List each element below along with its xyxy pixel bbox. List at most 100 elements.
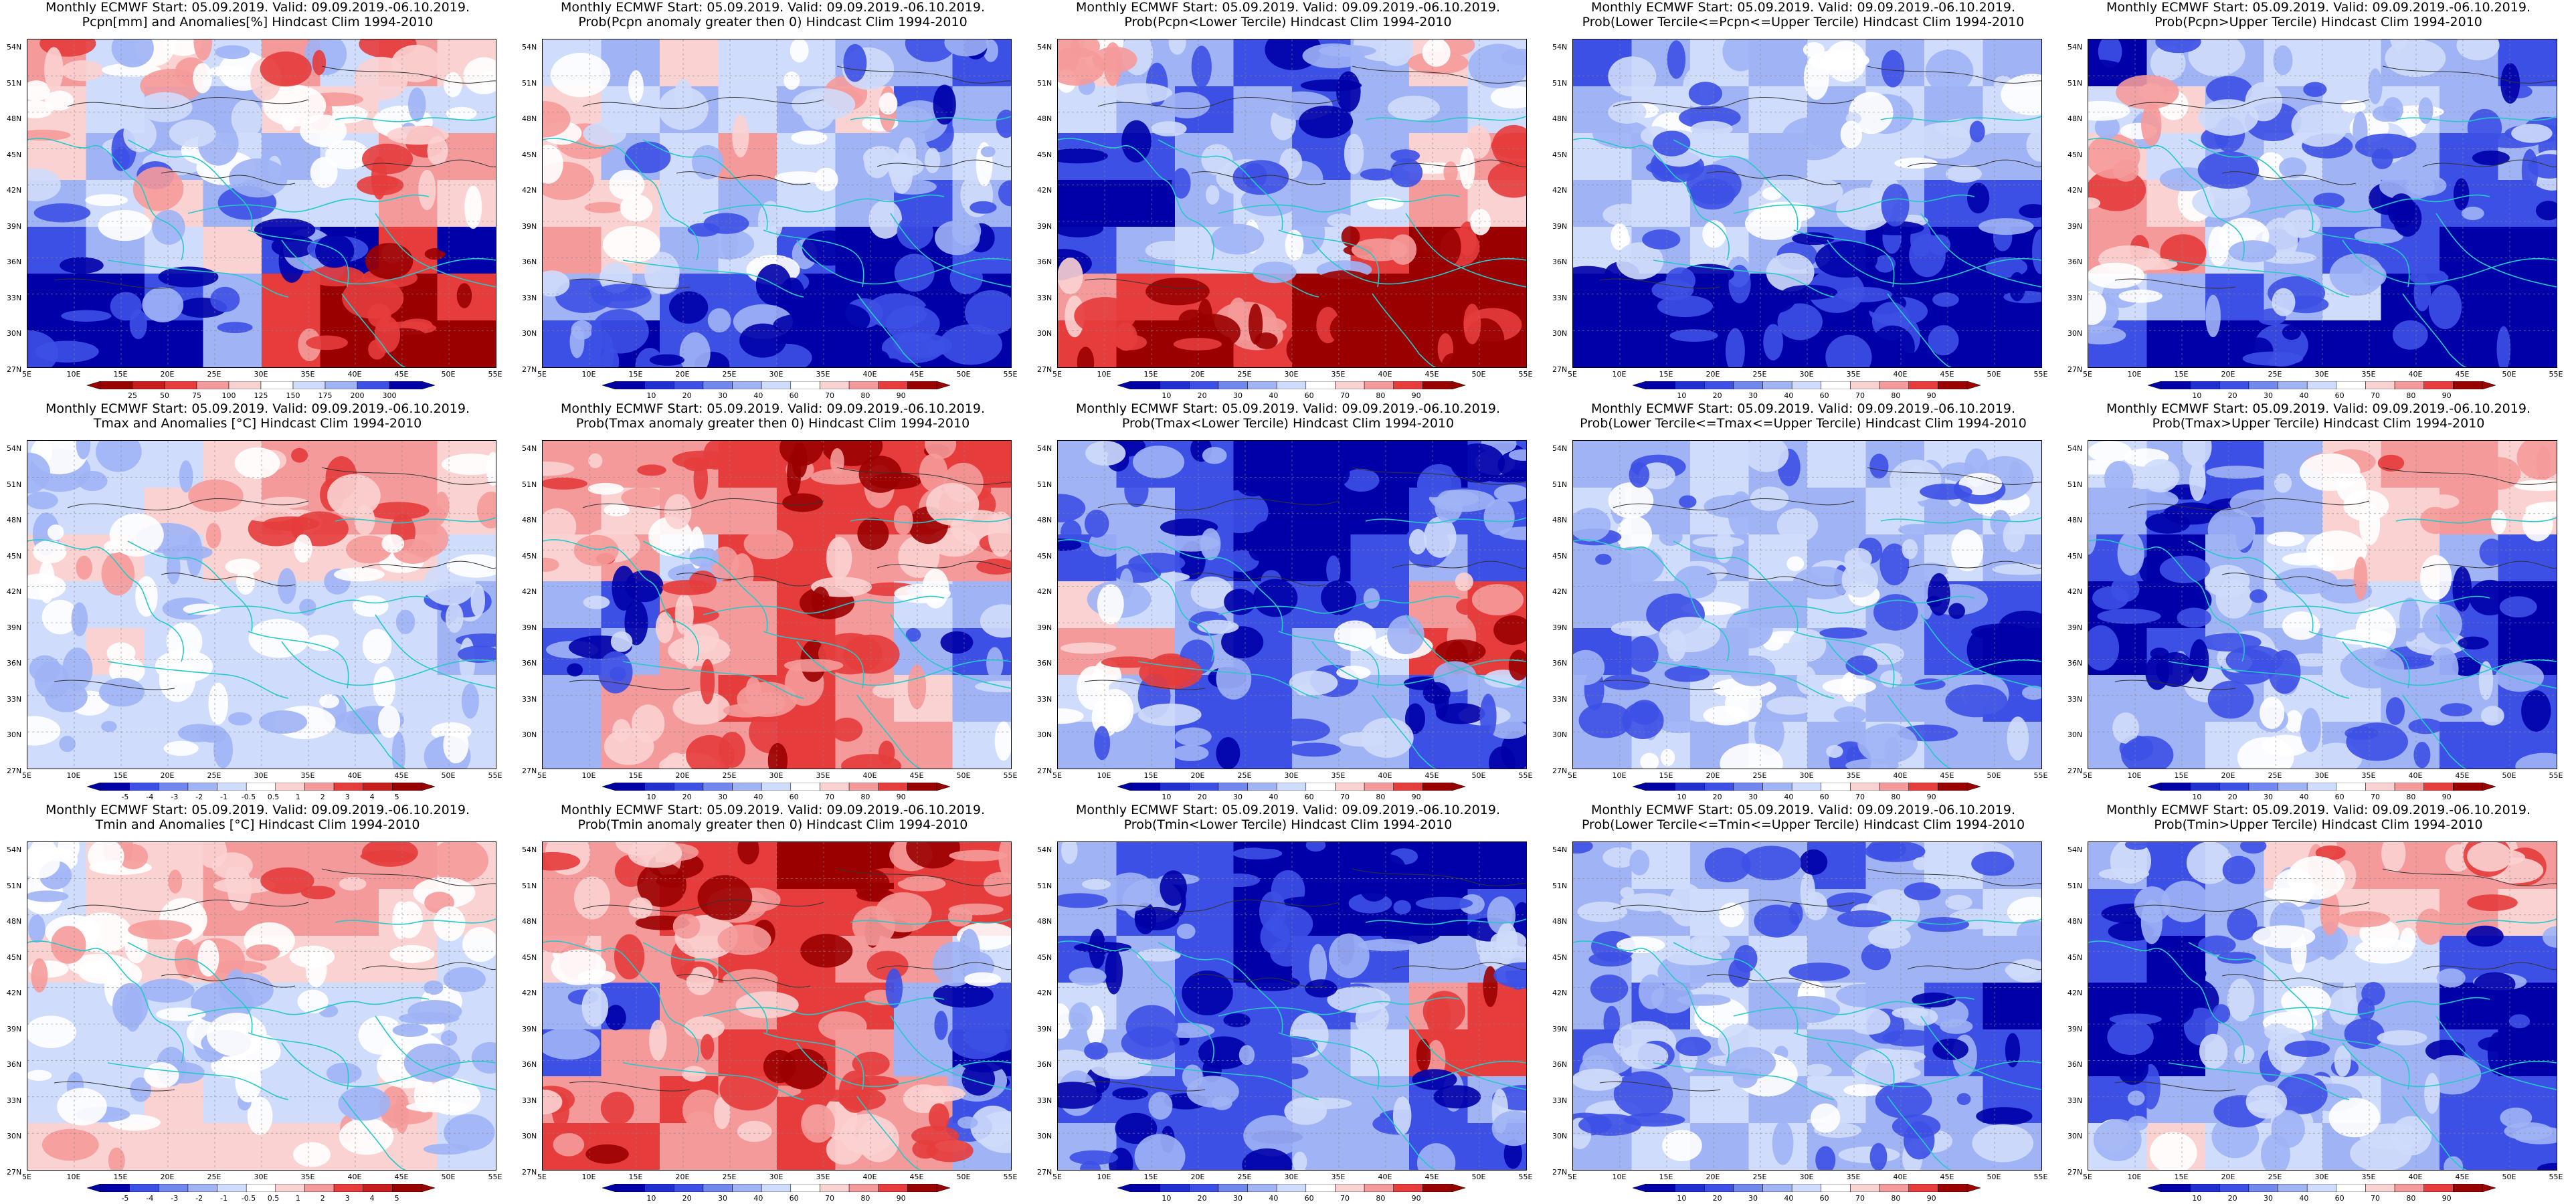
field-blob [108,657,145,685]
colorbar-tick-label: 30 [1748,1194,1758,1203]
colorbar-swatch [164,381,197,389]
field-blob [1776,508,1819,542]
lon-label: 55E [2549,370,2563,379]
field-blob [47,524,64,540]
contour-line [1392,159,1526,168]
field-blob [947,907,973,927]
field-blob [1094,726,1111,761]
field-blob [167,550,181,585]
contour-line [1352,868,1526,886]
lon-label: 40E [347,771,362,780]
colorbar-arrow-left [1117,1184,1131,1192]
lat-label: 51N [7,480,22,489]
field-blob [208,66,246,77]
contour-line [361,561,496,569]
colorbar-tick-label: -1 [220,793,228,801]
field-blob [1224,589,1256,615]
map-panel: Monthly ECMWF Start: 05.09.2019. Valid: … [1546,803,2061,1204]
colorbar-ticks: 10 20 30 40 60 70 80 90 [1633,1194,1981,1203]
field-blob [156,1007,206,1021]
panel-title: Monthly ECMWF Start: 05.09.2019. Valid: … [515,401,1030,431]
field-blob [722,969,778,990]
colorbar-tick-label: 90 [896,391,906,400]
field-blob [2242,351,2304,366]
map-panel: Monthly ECMWF Start: 05.09.2019. Valid: … [515,0,1030,401]
lon-label: 55E [2549,1173,2563,1181]
colorbar-tick-label: 70 [1340,1194,1350,1203]
field-blob [2284,1040,2330,1057]
field-blob [621,487,666,508]
field-blob [1069,1002,1093,1033]
lat-label: 39N [1037,623,1052,632]
lon-label: 35E [300,771,315,780]
lon-label: 45E [1424,771,1439,780]
colorbar-swatch [1305,1184,1336,1192]
field-blob [1649,350,1685,367]
field-blob [225,969,246,1002]
lon-label: 15E [1659,1173,1673,1181]
field-blob [1319,45,1376,57]
colorbar-swatch [159,1184,189,1192]
lon-label: 50E [1987,1173,2001,1181]
field-blob [1792,232,1835,245]
field-blob [1341,226,1360,247]
colorbar-swatch [703,783,733,791]
field-blob [2217,952,2256,964]
colorbar-tick-label: 70 [1855,1194,1865,1203]
field-blob [1422,682,1451,704]
coastline [2088,138,2245,261]
contour-line [1706,171,1841,185]
colorbar [1633,1184,1981,1192]
colorbar [2148,783,2496,791]
field-blob [703,441,728,470]
field-blob [920,1086,966,1102]
colorbar-tick-label: 25 [128,391,137,400]
lat-label: 36N [522,258,537,266]
colorbar-swatch [1704,1184,1734,1192]
colorbar-tick-label: 80 [2406,793,2416,801]
colorbar-swatch [1908,381,1938,389]
field-blob [109,513,164,557]
field-blob [869,472,921,490]
coastline [1405,1015,1526,1090]
coastline [1405,213,1526,288]
field-blob [974,680,1011,693]
field-blob [471,1041,496,1074]
colorbar [87,381,435,389]
field-blob [1455,572,1473,591]
field-blob [1378,916,1443,944]
coastline [856,1096,921,1170]
field-blob [1479,694,1497,739]
lon-label: 55E [1518,370,1533,379]
lat-label: 45N [522,952,537,962]
field-blob [2088,134,2140,179]
field-blob [28,914,45,943]
field-blob [994,721,1011,761]
field-blob [132,167,184,211]
field-blob [2354,228,2403,244]
lat-label: 33N [522,1096,537,1105]
field-blob [1344,133,1364,175]
lon-label: 40E [862,771,877,780]
field-cell [1409,274,1469,321]
field-blob [461,683,479,719]
colorbar-swatch [1821,381,1851,389]
lon-label: 35E [816,370,830,379]
field-blob [2022,686,2041,700]
field-blob [27,168,62,201]
field-blob [2440,703,2472,716]
field-blob [2436,968,2466,988]
field-blob [1837,910,1892,928]
colorbar-arrow-right [1966,783,1981,791]
coastline [796,239,1011,285]
coastline [1137,1062,1319,1100]
lat-label: 54N [522,444,537,453]
field-blob [2427,494,2460,509]
panel-title-line1: Monthly ECMWF Start: 05.09.2019. Valid: … [2106,0,2531,15]
coastline [1405,614,1526,689]
lon-label: 40E [1893,771,1908,780]
coastline [2395,918,2557,925]
lon-label: 25E [207,370,221,379]
field-blob [1435,490,1463,524]
field-blob [1754,710,1784,756]
